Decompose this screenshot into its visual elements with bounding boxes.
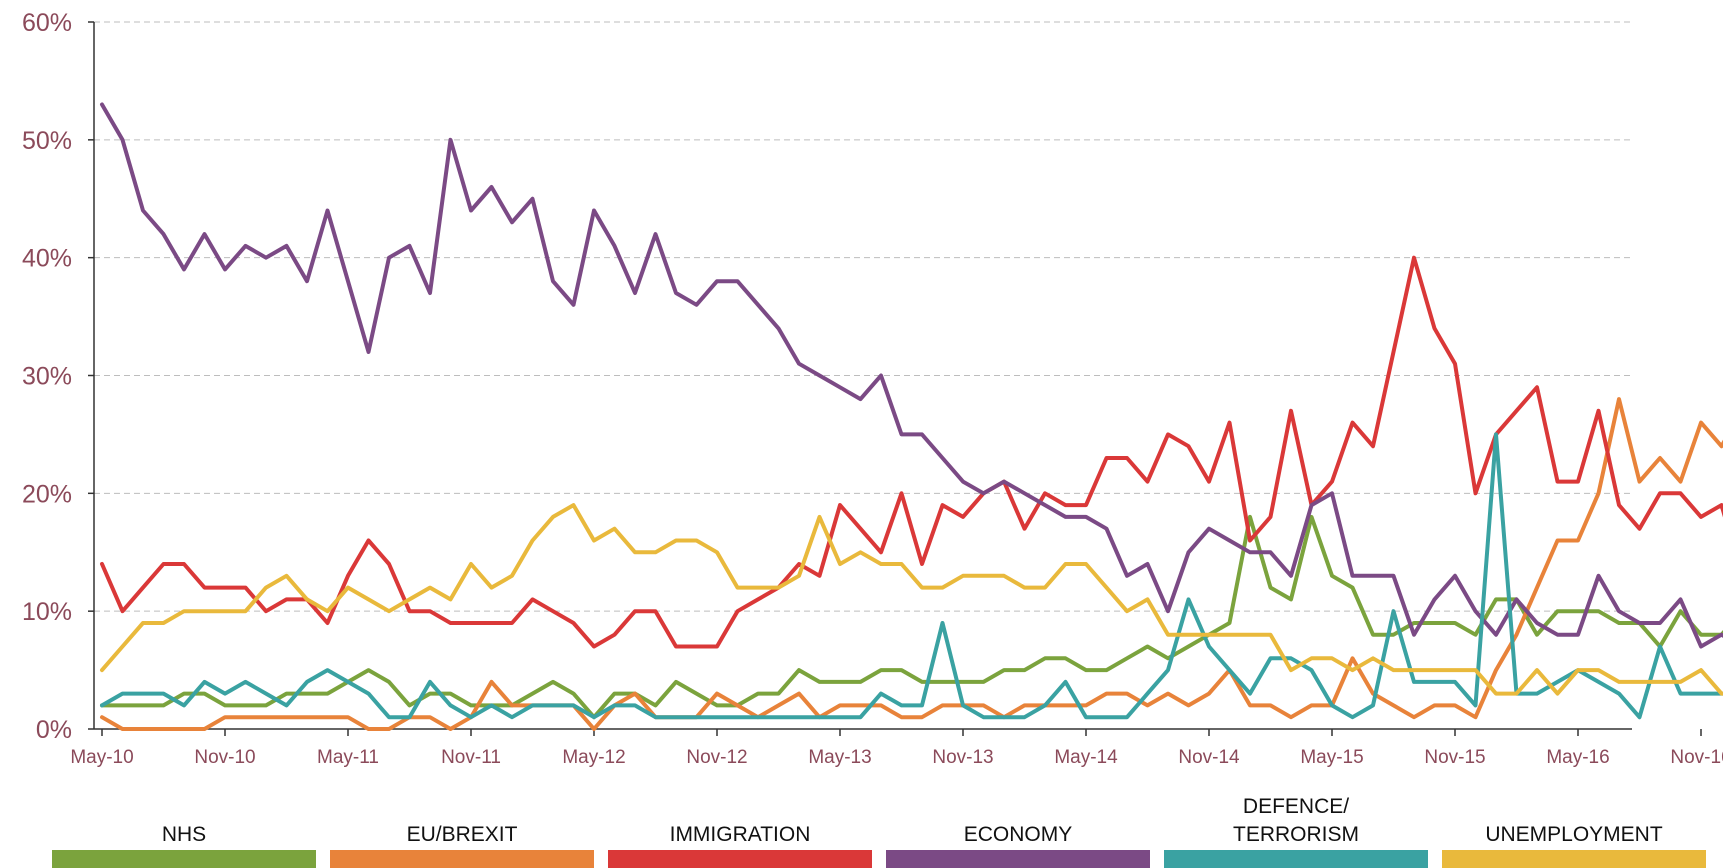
y-tick-label: 40% bbox=[22, 245, 72, 273]
y-tick-label: 60% bbox=[22, 9, 72, 37]
axes bbox=[88, 21, 1702, 736]
series-lines bbox=[100, 102, 1723, 731]
x-tick-label: Nov-15 bbox=[1424, 747, 1485, 768]
gridlines bbox=[94, 21, 1632, 612]
series-line-defence-terrorism bbox=[100, 432, 1723, 720]
legend-label: IMMIGRATION bbox=[670, 823, 811, 846]
legend-swatch bbox=[1164, 850, 1428, 868]
legend-swatch bbox=[52, 850, 316, 868]
x-tick-label: May-16 bbox=[1546, 747, 1609, 768]
legend-swatch bbox=[608, 850, 872, 868]
y-tick-label: 0% bbox=[36, 716, 72, 744]
x-tick-label: Nov-11 bbox=[441, 747, 501, 768]
y-tick-label: 10% bbox=[22, 598, 72, 626]
x-tick-label: May-13 bbox=[808, 747, 871, 768]
x-tick-label: Nov-12 bbox=[686, 747, 747, 768]
legend-label: ECONOMY bbox=[964, 823, 1073, 846]
x-tick-label: May-15 bbox=[1300, 747, 1363, 768]
legend-label: NHS bbox=[162, 823, 206, 846]
x-tick-label: May-10 bbox=[70, 747, 133, 768]
x-tick-label: May-12 bbox=[562, 747, 625, 768]
x-tick-label: Nov-10 bbox=[194, 747, 255, 768]
legend: NHS EU/BREXIT IMMIGRATION ECONOMY DEFENCE/TE… bbox=[52, 795, 1706, 868]
legend-swatch bbox=[1442, 850, 1706, 868]
y-tick-label: 50% bbox=[22, 127, 72, 155]
x-tick-label: Nov-13 bbox=[932, 747, 993, 768]
y-tick-label: 20% bbox=[22, 480, 72, 508]
legend-swatch bbox=[886, 850, 1150, 868]
legend-label: DEFENCE/ bbox=[1243, 795, 1349, 818]
legend-swatch bbox=[330, 850, 594, 868]
legend-label: TERRORISM bbox=[1233, 823, 1359, 846]
x-tick-label: May-14 bbox=[1054, 747, 1118, 768]
x-axis-tick-labels: May-10 Nov-10 May-11 Nov-11 May-12 Nov-12 May-… bbox=[70, 747, 1723, 768]
x-tick-label: Nov-16 bbox=[1670, 747, 1723, 768]
series-line-unemployment bbox=[100, 503, 1723, 696]
y-tick-label: 30% bbox=[22, 363, 72, 391]
legend-label: EU/BREXIT bbox=[407, 823, 518, 846]
legend-label: UNEMPLOYMENT bbox=[1485, 823, 1663, 846]
x-tick-label: May-11 bbox=[317, 747, 379, 768]
series-line-economy bbox=[100, 102, 1723, 649]
x-tick-label: Nov-14 bbox=[1178, 747, 1240, 768]
y-axis-tick-labels: 0% 10% 20% 30% 40% 50% 60% bbox=[22, 9, 72, 744]
series-line-nhs bbox=[100, 514, 1723, 720]
